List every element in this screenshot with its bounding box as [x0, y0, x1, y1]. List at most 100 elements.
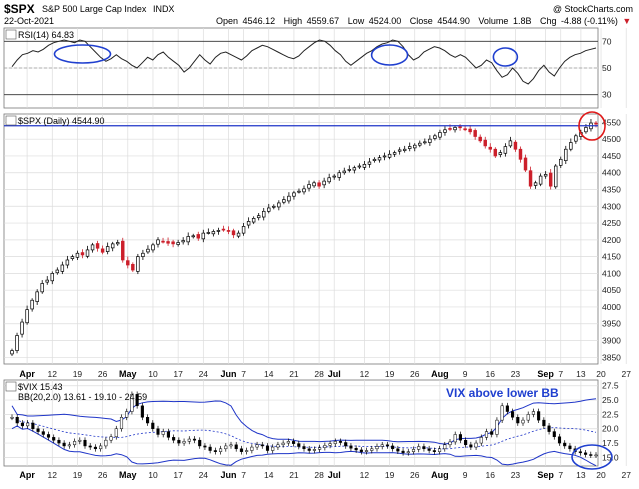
candle-body — [388, 154, 391, 157]
vix-candle — [89, 446, 92, 447]
candle-body — [91, 245, 94, 250]
vix-candle — [428, 449, 431, 451]
vix-annotation: VIX above lower BB — [446, 386, 559, 400]
x-tick-label-price: 23 — [511, 369, 521, 379]
candle-body — [373, 159, 376, 160]
x-tick-label-vix: 12 — [48, 470, 58, 480]
candle-body — [469, 129, 472, 132]
candle-body — [323, 181, 326, 185]
y-tick-labels: 3050703850390039504000405041004150420042… — [602, 36, 621, 462]
high-value: 4559.67 — [307, 16, 340, 26]
y-tick-label-price: 4100 — [602, 268, 621, 278]
chg-down-marker-icon: ▼ — [622, 16, 631, 26]
candle-body — [86, 250, 89, 256]
vix-candle — [433, 451, 436, 452]
vix-candle — [459, 434, 462, 440]
vix-candle — [438, 449, 441, 452]
y-tick-label-price: 4300 — [602, 201, 621, 211]
candle-body — [51, 273, 54, 280]
candle-body — [519, 149, 522, 159]
vix-candle — [537, 412, 540, 421]
vix-candle — [595, 455, 598, 456]
vix-candle — [470, 445, 473, 447]
candle-body — [439, 132, 442, 137]
vix-candle — [251, 447, 254, 450]
vix-candle — [115, 429, 118, 437]
vix-candle — [365, 451, 368, 452]
low-value: 4524.00 — [369, 16, 402, 26]
candle-body — [358, 166, 361, 167]
vix-candle — [485, 432, 488, 438]
y-tick-label-price: 4150 — [602, 252, 621, 262]
candle-body — [202, 233, 205, 239]
candle-body — [11, 351, 14, 354]
vix-candle — [417, 447, 420, 450]
x-tick-label-vix: May — [119, 470, 137, 480]
vix-candle — [240, 449, 243, 452]
candle-body — [313, 183, 316, 186]
candle-body — [187, 236, 190, 241]
vix-candle — [125, 412, 128, 418]
vix-candle — [219, 449, 222, 452]
vix-candle — [402, 451, 405, 453]
x-tick-label-vix: Aug — [431, 470, 449, 480]
vix-candle — [157, 429, 160, 435]
vix-candle — [360, 450, 363, 452]
candle-body — [564, 149, 567, 160]
x-tick-label-price: 16 — [486, 369, 496, 379]
x-tick-label-price: 17 — [173, 369, 183, 379]
candle-body — [539, 176, 542, 184]
candle-body — [101, 249, 104, 252]
vix-candle — [543, 420, 546, 426]
quote-line: Open 4546.12 High 4559.67 Low 4524.00 Cl… — [216, 16, 631, 26]
open-label: Open — [216, 16, 238, 26]
candle-body — [585, 127, 588, 131]
candle-body — [378, 158, 381, 160]
vix-candle — [449, 442, 452, 445]
candle-body — [242, 226, 245, 233]
candle-body — [524, 158, 527, 170]
high-label: High — [284, 16, 303, 26]
vix-candle — [376, 447, 379, 449]
candle-body — [444, 130, 447, 133]
rsi-legend: RSI(14) 64.83 — [18, 30, 74, 40]
x-tick-label-vix: 27 — [621, 470, 631, 480]
candle-body — [333, 176, 336, 177]
candle-body — [353, 168, 356, 170]
candle-body — [454, 127, 457, 129]
y-tick-label-price: 3900 — [602, 336, 621, 346]
x-tick-label-price: 19 — [385, 369, 395, 379]
open-value: 4546.12 — [243, 16, 276, 26]
vix-candle — [391, 446, 394, 449]
vix-candle — [204, 446, 207, 447]
candle-body — [288, 196, 291, 201]
candle-body — [474, 130, 477, 136]
x-tick-label-vix: Jul — [328, 470, 341, 480]
candle-body — [418, 143, 421, 145]
candle-body — [182, 241, 185, 242]
y-tick-label-price: 4200 — [602, 235, 621, 245]
x-tick-label-price: Sep — [537, 369, 554, 379]
x-tick-label-vix: Apr — [19, 470, 35, 480]
x-tick-label-vix: 16 — [486, 470, 496, 480]
x-tick-label-price: 12 — [48, 369, 58, 379]
x-tick-label-vix: 24 — [199, 470, 209, 480]
x-tick-label-price: 7 — [241, 369, 246, 379]
candle-body — [172, 242, 175, 244]
candle-body — [449, 128, 452, 129]
vix-candle — [235, 445, 238, 449]
vix-candle — [324, 445, 327, 447]
candle-body — [152, 245, 155, 250]
candle-body — [484, 140, 487, 146]
x-tick-label-vix: 20 — [596, 470, 606, 480]
vix-candle — [230, 445, 233, 446]
x-tick-label-price: Jul — [328, 369, 341, 379]
candle-body — [232, 231, 235, 235]
source-label: @ StockCharts.com — [553, 4, 633, 14]
vix-candle — [386, 445, 389, 446]
candle-body — [162, 241, 165, 242]
x-tick-label-vix: 19 — [385, 470, 395, 480]
y-tick-label-price: 4050 — [602, 285, 621, 295]
candle-body — [26, 310, 29, 323]
